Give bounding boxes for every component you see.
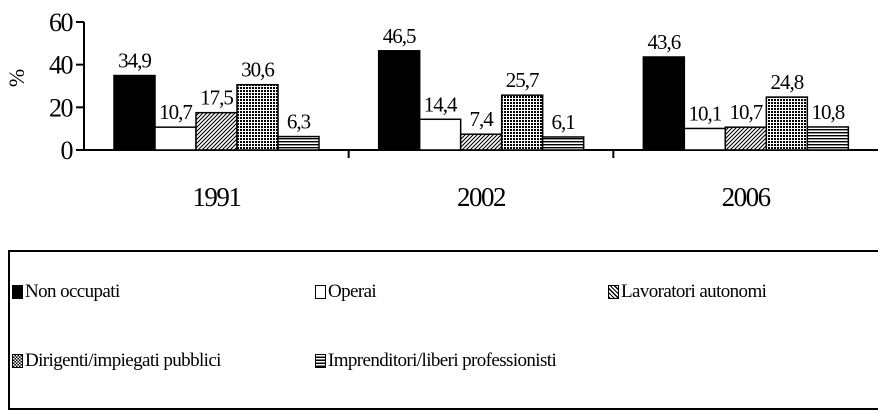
bar-dirigenti-impiegati-pubblici-2002	[500, 94, 544, 151]
bar-chart: % 0 20 40 60 1991 2002 2006 34,9 10,7 17,5 30,6 6…	[4, 8, 878, 212]
bar-operai-2002	[418, 118, 462, 151]
bar-dirigenti-impiegati-pubblici-2006	[765, 96, 809, 151]
bar-value-label: 46,5	[383, 24, 416, 48]
bar-non-occupati-2006	[642, 56, 686, 151]
legend-swatch-lavoratori-autonomi	[608, 285, 619, 299]
bar-value-label: 7,4	[470, 107, 495, 131]
legend-item-dirigenti-impiegati-pubblici: Dirigenti/impiegati pubblici	[12, 350, 221, 372]
legend-item-operai: Operai	[315, 281, 377, 303]
bar-imprenditori-liberi-professionisti-2006	[806, 126, 850, 151]
legend-label-dirigenti-impiegati-pubblici: Dirigenti/impiegati pubblici	[25, 350, 221, 371]
x-tick-label: 1991	[192, 182, 240, 212]
legend-swatch-operai	[315, 285, 326, 299]
legend-item-imprenditori-liberi-professionisti: Imprenditori/liberi professionisti	[315, 350, 557, 372]
bar-value-label: 25,7	[506, 68, 539, 92]
legend-swatch-dirigenti-impiegati-pubblici	[12, 354, 23, 368]
bar-value-label: 6,1	[552, 110, 576, 134]
y-axis: 0 20 40 60	[49, 8, 85, 165]
legend: Non occupati Operai Lavoratori autonomi …	[8, 250, 878, 410]
x-tick-label: 2002	[457, 182, 506, 212]
bar-imprenditori-liberi-professionisti-2002	[541, 136, 585, 151]
bar-value-label: 43,6	[647, 30, 680, 54]
legend-label-lavoratori-autonomi: Lavoratori autonomi	[621, 281, 767, 302]
bar-non-occupati-2002	[377, 50, 421, 151]
legend-label-imprenditori-liberi-professionisti: Imprenditori/liberi professionisti	[328, 350, 557, 371]
bar-operai-1991	[154, 126, 197, 151]
bars	[113, 50, 850, 151]
y-tick-label: 20	[49, 93, 74, 122]
bar-value-label: 34,9	[118, 49, 151, 73]
x-tick-label: 2006	[722, 182, 771, 212]
bar-lavoratori-autonomi-1991	[195, 111, 238, 151]
x-axis: 1991 2002 2006	[84, 149, 878, 212]
bar-value-label: 24,8	[770, 70, 803, 94]
legend-swatch-non-occupati	[12, 285, 23, 299]
bar-lavoratori-autonomi-2002	[459, 133, 503, 151]
bar-value-label: 17,5	[200, 86, 233, 110]
y-tick-label: 40	[49, 51, 74, 80]
legend-label-non-occupati: Non occupati	[25, 281, 120, 302]
bar-value-label: 10,1	[688, 101, 721, 125]
bar-non-occupati-1991	[113, 74, 156, 151]
legend-item-non-occupati: Non occupati	[12, 281, 120, 303]
y-tick-label: 0	[61, 136, 74, 165]
bar-lavoratori-autonomi-2006	[724, 126, 768, 151]
legend-swatch-imprenditori-liberi-professionisti	[315, 354, 326, 368]
bar-value-label: 14,4	[424, 92, 458, 116]
bar-imprenditori-liberi-professionisti-1991	[277, 135, 320, 151]
bar-value-label: 30,6	[241, 58, 274, 82]
bar-value-label: 10,7	[159, 100, 192, 124]
legend-label-operai: Operai	[328, 281, 377, 302]
bar-value-label: 10,7	[729, 100, 762, 124]
bar-labels: 34,9 10,7 17,5 30,6 6,3 46,5 14,4 7,4 25,7 6,1 43,…	[118, 24, 846, 134]
bar-dirigenti-impiegati-pubblici-1991	[236, 83, 279, 151]
bar-value-label: 6,3	[287, 110, 311, 134]
y-axis-label: %	[4, 69, 29, 87]
legend-item-lavoratori-autonomi: Lavoratori autonomi	[608, 281, 767, 303]
y-tick-label: 60	[49, 8, 74, 37]
bar-value-label: 10,8	[811, 100, 844, 124]
bar-operai-2006	[683, 127, 727, 151]
